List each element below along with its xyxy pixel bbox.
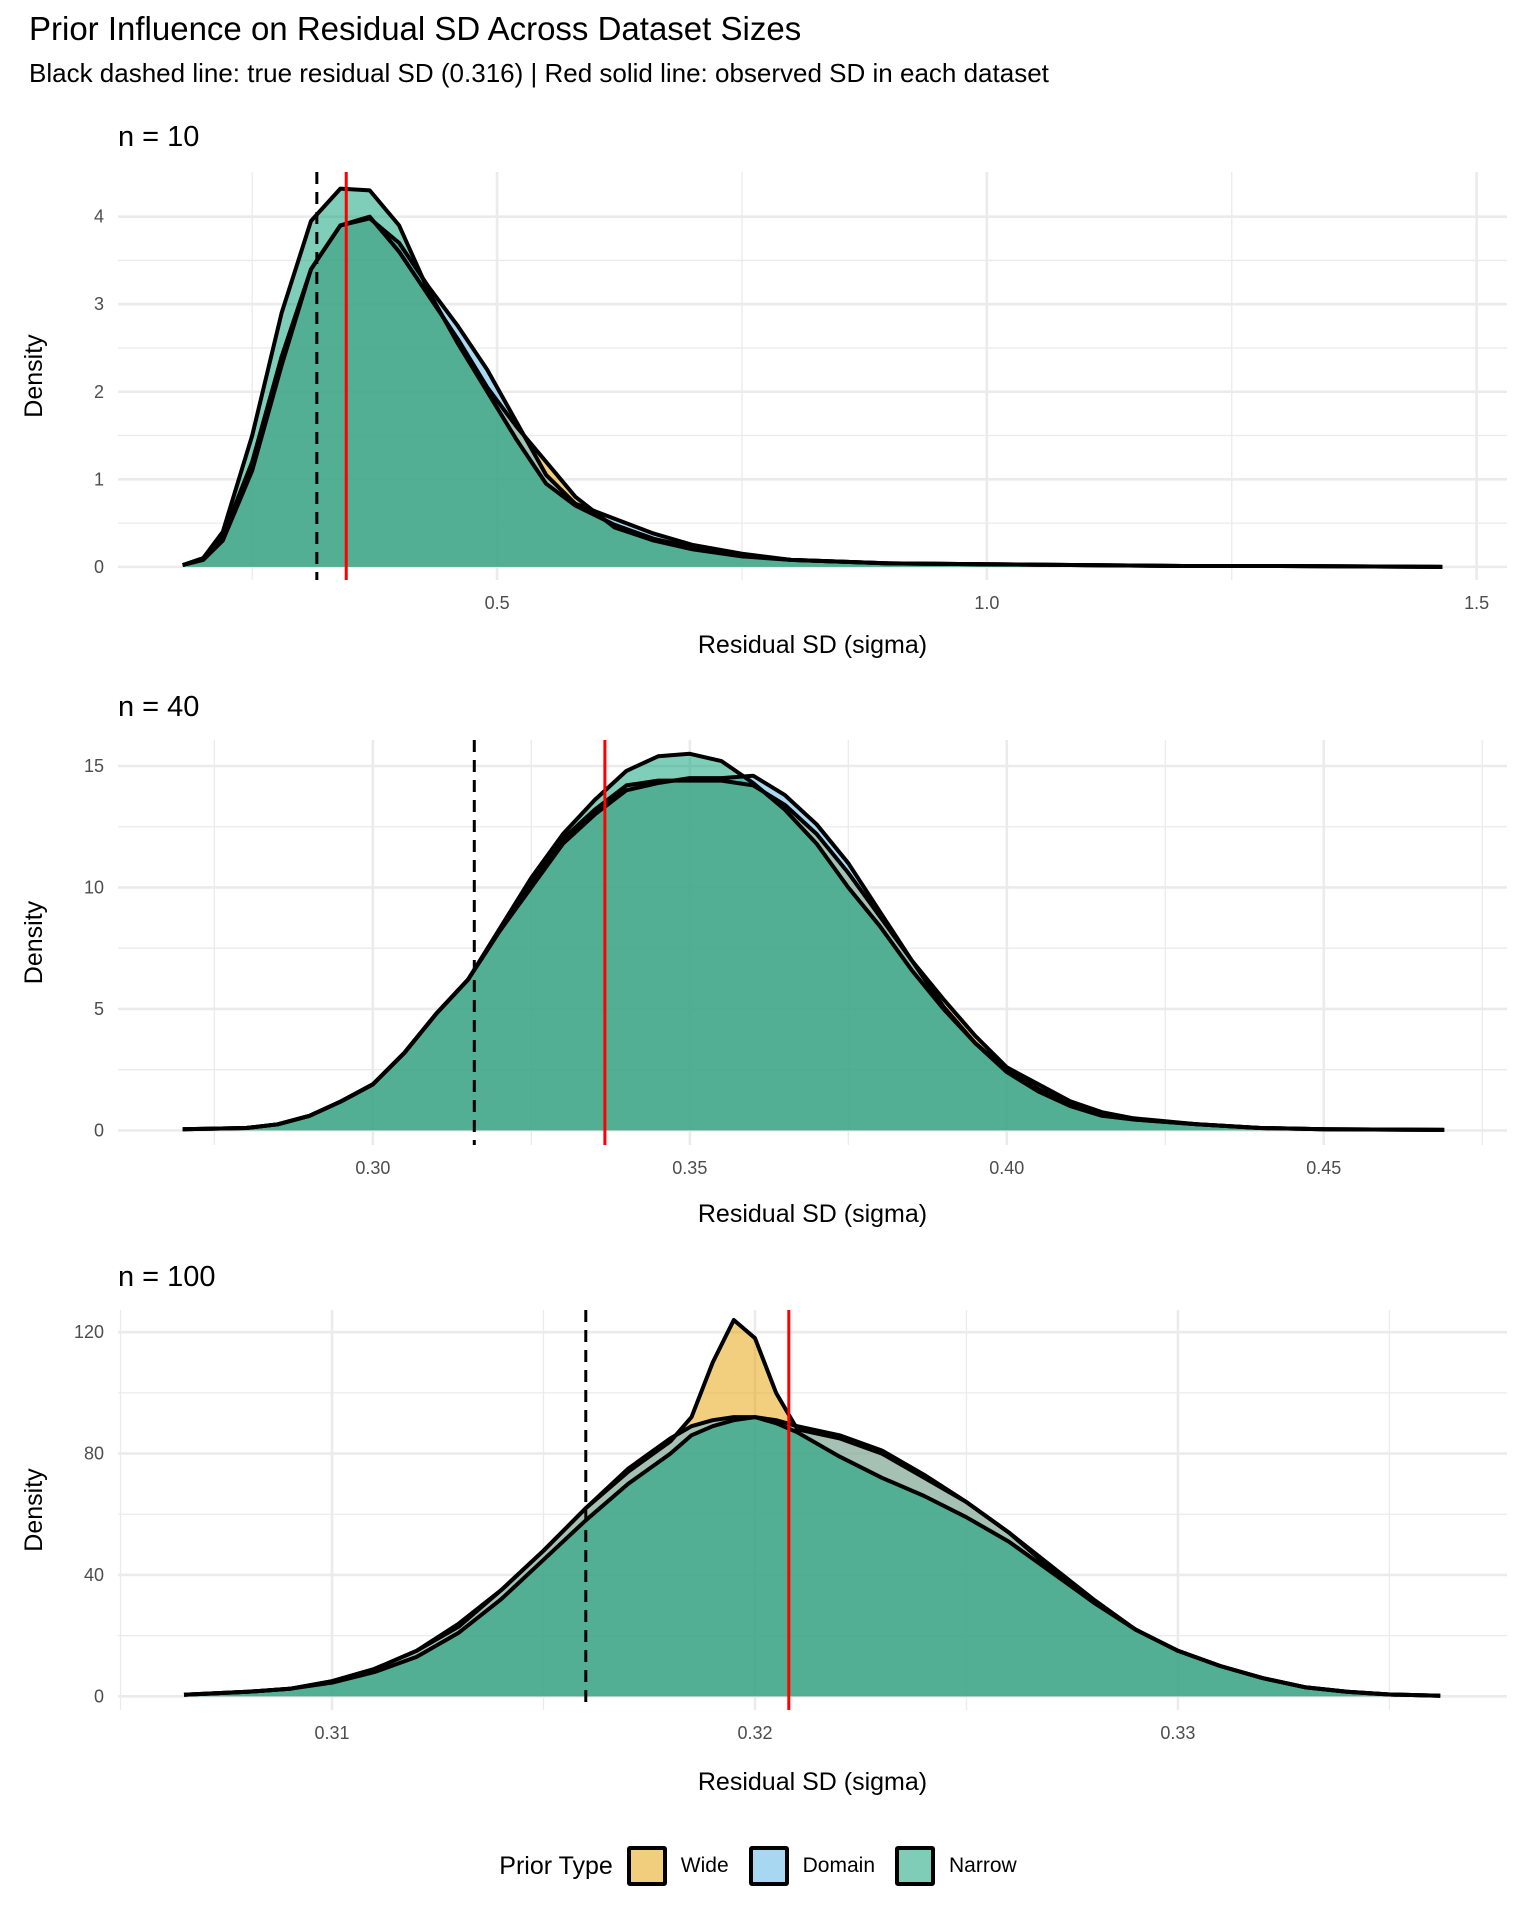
y-tick-label: 4	[94, 207, 104, 227]
y-tick-label: 0	[94, 1120, 104, 1140]
y-tick-label: 1	[94, 469, 104, 489]
legend-title: Prior Type	[499, 1851, 613, 1880]
legend-label-narrow: Narrow	[949, 1854, 1017, 1877]
y-tick-label: 0	[94, 1686, 104, 1706]
y-axis-title: Density	[20, 900, 48, 984]
panel-strip-label: n = 10	[118, 121, 199, 153]
panel-2: n = 40 0.30 0.35 0.40 0.45 0 5 10 15 Residual SD …	[20, 691, 1507, 1228]
panel-strip-label: n = 40	[118, 691, 199, 723]
density-outline-narrow	[183, 1415, 1441, 1698]
x-axis-title: Residual SD (sigma)	[698, 1200, 927, 1228]
y-tick-label: 40	[84, 1565, 104, 1585]
legend-key-wide	[626, 1846, 667, 1886]
x-tick-label: 0.5	[485, 593, 510, 613]
density-area-narrow	[182, 753, 1445, 1131]
x-tick-label: 0.40	[989, 1158, 1024, 1178]
x-tick-label: 0.45	[1306, 1158, 1341, 1178]
x-tick-label: 0.30	[355, 1158, 390, 1178]
density-area-narrow	[183, 1417, 1441, 1697]
chart-title: Prior Influence on Residual SD Across Da…	[29, 10, 802, 47]
y-tick-label: 3	[94, 294, 104, 314]
x-tick-label: 0.32	[737, 1723, 772, 1743]
legend-label-wide: Wide	[680, 1854, 729, 1877]
y-axis-title: Density	[20, 334, 48, 418]
panel-3: n = 100 0.31 0.32 0.33 0 40 80 120 Residual SD (…	[20, 1261, 1507, 1796]
y-tick-label: 0	[94, 557, 104, 577]
y-axis-title: Density	[20, 1468, 48, 1552]
legend-key-domain	[748, 1846, 789, 1886]
panel-1: n = 10 0.5 1.0 1.5 0 1 2 3 4 Residual SD (sigma) D…	[20, 121, 1507, 659]
y-tick-label: 2	[94, 382, 104, 402]
x-tick-label: 0.31	[314, 1723, 349, 1743]
x-axis-title: Residual SD (sigma)	[698, 1768, 927, 1796]
y-tick-label: 5	[94, 999, 104, 1019]
x-tick-label: 1.0	[974, 593, 999, 613]
density-outline-narrow	[182, 751, 1445, 1132]
x-axis-title: Residual SD (sigma)	[698, 631, 927, 659]
legend-key-narrow	[895, 1846, 936, 1886]
x-tick-label: 1.5	[1464, 593, 1489, 613]
y-tick-label: 120	[74, 1322, 104, 1342]
x-tick-label: 0.35	[672, 1158, 707, 1178]
panel-strip-label: n = 100	[118, 1261, 216, 1293]
legend: Prior Type Wide Domain Narrow	[0, 1846, 1536, 1886]
legend-label-domain: Domain	[802, 1854, 876, 1877]
density-outline-narrow	[182, 186, 1443, 569]
density-area-narrow	[182, 188, 1443, 567]
y-tick-label: 15	[84, 756, 104, 776]
y-tick-label: 80	[84, 1444, 104, 1464]
chart-subtitle: Black dashed line: true residual SD (0.3…	[29, 58, 1049, 88]
x-tick-label: 0.33	[1160, 1723, 1195, 1743]
y-tick-label: 10	[84, 877, 104, 897]
